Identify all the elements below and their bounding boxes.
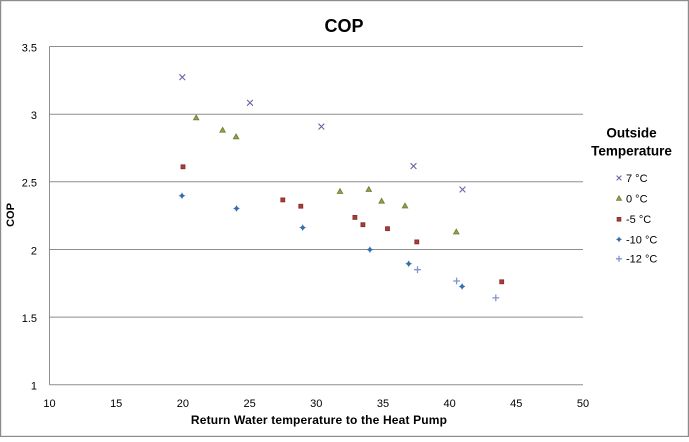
svg-text:COP: COP xyxy=(324,16,363,36)
svg-text:25: 25 xyxy=(243,398,255,410)
svg-text:-5 °C: -5 °C xyxy=(626,214,651,226)
svg-text:15: 15 xyxy=(110,398,122,410)
svg-text:COP: COP xyxy=(5,203,17,227)
svg-text:7 °C: 7 °C xyxy=(626,173,648,185)
svg-text:10: 10 xyxy=(43,398,55,410)
svg-text:-10 °C: -10 °C xyxy=(626,234,657,246)
svg-text:45: 45 xyxy=(510,398,522,410)
svg-text:Return Water temperature to th: Return Water temperature to the Heat Pum… xyxy=(191,413,447,427)
svg-text:Temperature: Temperature xyxy=(591,144,672,159)
svg-text:1.5: 1.5 xyxy=(22,313,37,325)
svg-text:40: 40 xyxy=(443,398,455,410)
svg-text:3: 3 xyxy=(31,110,37,122)
svg-text:50: 50 xyxy=(577,398,589,410)
svg-text:1: 1 xyxy=(31,381,37,393)
svg-text:Outside: Outside xyxy=(606,126,657,141)
svg-text:20: 20 xyxy=(177,398,189,410)
svg-text:0 °C: 0 °C xyxy=(626,193,648,205)
svg-text:30: 30 xyxy=(310,398,322,410)
svg-text:3.5: 3.5 xyxy=(22,42,37,54)
svg-text:2: 2 xyxy=(31,245,37,257)
svg-text:2.5: 2.5 xyxy=(22,178,37,190)
svg-text:-12 °C: -12 °C xyxy=(626,254,657,266)
svg-text:35: 35 xyxy=(377,398,389,410)
